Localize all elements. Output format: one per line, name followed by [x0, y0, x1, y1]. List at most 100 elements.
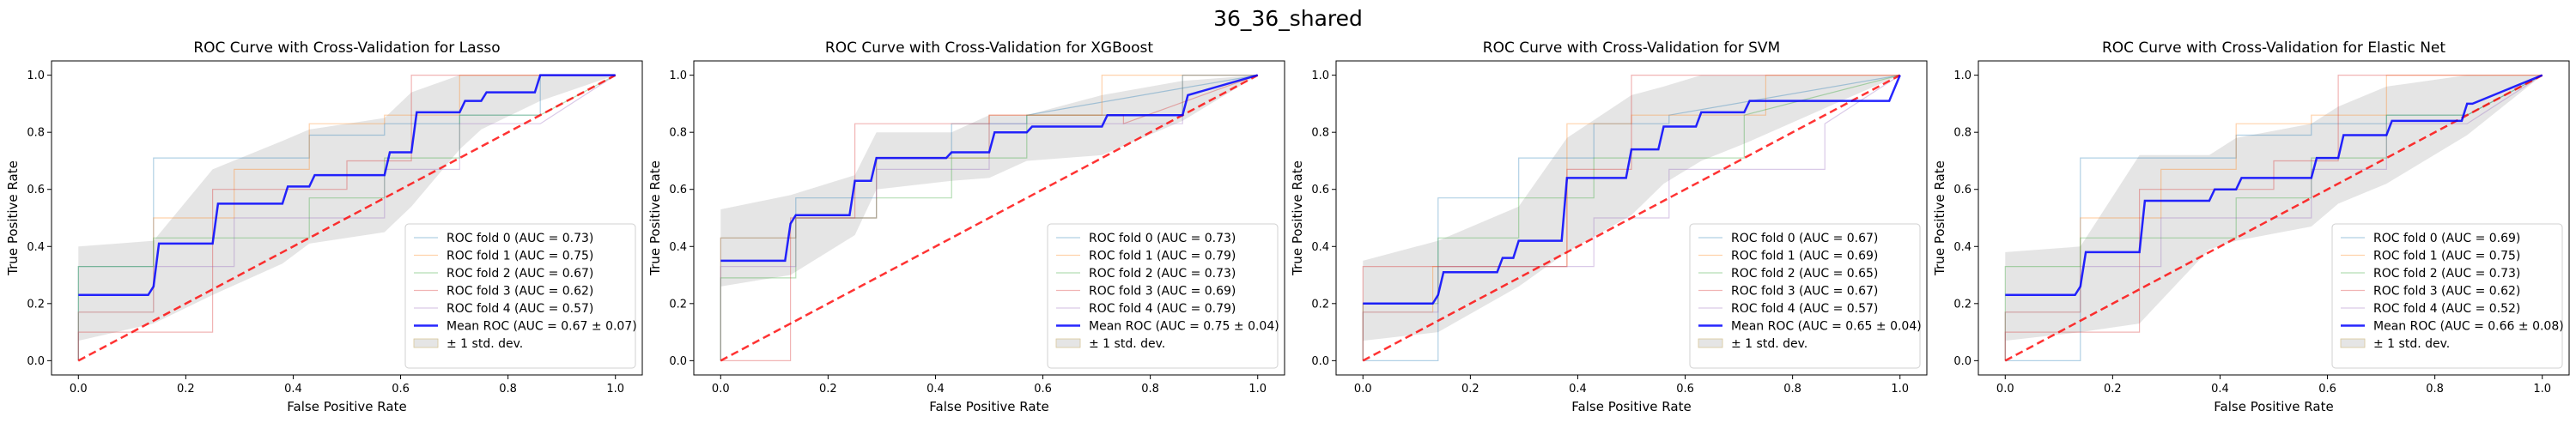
roc-fold-3-line — [2004, 74, 2543, 361]
roc-fold-1-line — [77, 74, 616, 361]
y-axis-label: True Positive Rate — [1932, 160, 1947, 276]
x-tick-label: 1.0 — [2533, 383, 2551, 396]
axes-frame — [51, 60, 643, 376]
std-dev-band — [2005, 75, 2543, 341]
mean-roc-line — [720, 74, 1259, 263]
y-tick-label: 0.4 — [1311, 241, 1329, 254]
legend-box — [1689, 223, 1921, 369]
legend-entry: ROC fold 0 (AUC = 0.67) — [1731, 232, 1878, 245]
legend-entry: ROC fold 3 (AUC = 0.67) — [1731, 285, 1878, 299]
roc-fold-0-line — [2005, 75, 2543, 361]
legend-entry: ROC fold 0 (AUC = 0.69) — [2373, 232, 2520, 245]
legend-entry: ROC fold 1 (AUC = 0.75) — [2373, 250, 2520, 263]
y-tick-label: 0.8 — [27, 127, 45, 140]
x-tick-label: 1.0 — [1891, 383, 1909, 396]
chance-line — [77, 74, 617, 362]
x-tick-label: 0.2 — [177, 383, 195, 396]
legend-entry: ROC fold 4 (AUC = 0.57) — [1731, 302, 1878, 316]
std-dev-band — [78, 75, 616, 341]
legend: ROC fold 0 (AUC = 0.67) ROC fold 1 (AUC =… — [1689, 223, 1922, 369]
legend-entry: ROC fold 3 (AUC = 0.62) — [447, 285, 593, 299]
legend-entry: ROC fold 2 (AUC = 0.73) — [2373, 267, 2520, 281]
panel-title: ROC Curve with Cross-Validation for SVM — [1483, 39, 1780, 57]
y-tick-label: 0.0 — [1953, 355, 1971, 368]
x-axis-label: False Positive Rate — [929, 399, 1048, 414]
y-tick-label: 1.0 — [1311, 69, 1329, 82]
panel-title: ROC Curve with Cross-Validation for XGBo… — [825, 39, 1154, 57]
y-tick-label: 0.0 — [1311, 355, 1329, 368]
x-tick-label: 1.0 — [1249, 383, 1267, 396]
x-axis-label: False Positive Rate — [287, 399, 406, 414]
roc-fold-4-line — [2004, 75, 2543, 361]
x-tick-label: 0.4 — [927, 383, 945, 396]
axes-frame — [693, 60, 1285, 376]
roc-panel: ROC Curve with Cross-Validation for Elas… — [1932, 39, 2570, 414]
x-tick-label: 0.4 — [1569, 383, 1587, 396]
y-tick-label: 1.0 — [27, 69, 45, 82]
roc-panel: ROC Curve with Cross-Validation for Lass… — [5, 39, 643, 414]
y-tick-label: 1.0 — [1953, 69, 1971, 82]
std-dev-band — [720, 75, 1258, 287]
legend-entry: ROC fold 3 (AUC = 0.69) — [1089, 285, 1236, 299]
x-tick-label: 0.2 — [2104, 383, 2122, 396]
legend: ROC fold 0 (AUC = 0.73) ROC fold 1 (AUC =… — [404, 223, 637, 369]
figure-title: 36_36_shared — [1213, 6, 1363, 31]
legend-entry: ROC fold 4 (AUC = 0.52) — [2373, 302, 2520, 316]
legend: ROC fold 0 (AUC = 0.69) ROC fold 1 (AUC =… — [2331, 223, 2564, 369]
x-tick-label: 0.2 — [819, 383, 837, 396]
y-tick-label: 0.6 — [1953, 184, 1971, 196]
legend-box — [404, 223, 636, 369]
y-tick-label: 0.8 — [1311, 127, 1329, 140]
legend-entry: ROC fold 0 (AUC = 0.73) — [447, 232, 593, 245]
roc-panel: ROC Curve with Cross-Validation for XGBo… — [647, 39, 1285, 414]
axes-frame — [1335, 60, 1928, 376]
legend-entry: ROC fold 1 (AUC = 0.79) — [1089, 250, 1236, 263]
chance-line — [2004, 74, 2543, 362]
legend-entry: ± 1 std. dev. — [447, 337, 523, 351]
y-axis-label: True Positive Rate — [5, 160, 21, 276]
panel-title: ROC Curve with Cross-Validation for Elas… — [2102, 39, 2445, 57]
roc-fold-1-line — [2004, 74, 2543, 361]
y-tick-label: 0.2 — [1953, 298, 1971, 311]
std-dev-band — [1363, 75, 1900, 341]
x-tick-label: 0.8 — [2426, 383, 2444, 396]
legend-entry: Mean ROC (AUC = 0.67 ± 0.07) — [447, 320, 637, 334]
legend-entry: ± 1 std. dev. — [1089, 337, 1165, 351]
roc-panel: ROC Curve with Cross-Validation for SVM 0… — [1290, 39, 1928, 414]
x-tick-label: 0.4 — [2211, 383, 2229, 396]
x-tick-label: 0.8 — [1141, 383, 1159, 396]
legend-entry: ROC fold 2 (AUC = 0.65) — [1731, 267, 1878, 281]
y-tick-label: 0.2 — [27, 298, 45, 311]
x-tick-label: 0.6 — [392, 383, 410, 396]
y-tick-label: 0.2 — [669, 298, 687, 311]
legend-entry: Mean ROC (AUC = 0.66 ± 0.08) — [2373, 320, 2564, 334]
legend: ROC fold 0 (AUC = 0.73) ROC fold 1 (AUC =… — [1047, 223, 1279, 369]
y-tick-label: 0.8 — [1953, 127, 1971, 140]
x-tick-label: 0.2 — [1461, 383, 1479, 396]
x-tick-label: 1.0 — [606, 383, 624, 396]
legend-swatch — [413, 338, 439, 348]
chance-line — [720, 74, 1259, 362]
legend-entry: Mean ROC (AUC = 0.65 ± 0.04) — [1731, 320, 1922, 334]
x-tick-label: 0.4 — [284, 383, 302, 396]
legend-entry: ROC fold 4 (AUC = 0.79) — [1089, 302, 1236, 316]
roc-fold-2-line — [2004, 75, 2543, 361]
y-tick-label: 0.6 — [27, 184, 45, 196]
x-axis-label: False Positive Rate — [1571, 399, 1691, 414]
axes-frame — [1978, 60, 2570, 376]
x-tick-label: 0.8 — [1783, 383, 1801, 396]
legend-entry: ROC fold 1 (AUC = 0.69) — [1731, 250, 1878, 263]
mean-roc-line — [2005, 74, 2543, 297]
y-tick-label: 1.0 — [669, 69, 687, 82]
legend-swatch — [1698, 338, 1723, 348]
x-tick-label: 0.6 — [1034, 383, 1052, 396]
x-tick-label: 0.8 — [499, 383, 517, 396]
x-tick-label: 0.0 — [1996, 383, 2014, 396]
legend-entry: ± 1 std. dev. — [1731, 337, 1807, 351]
chance-line — [1362, 74, 1901, 362]
y-axis-label: True Positive Rate — [1290, 160, 1305, 276]
x-tick-label: 0.6 — [1676, 383, 1694, 396]
y-tick-label: 0.4 — [669, 241, 687, 254]
y-tick-label: 0.6 — [1311, 184, 1329, 196]
